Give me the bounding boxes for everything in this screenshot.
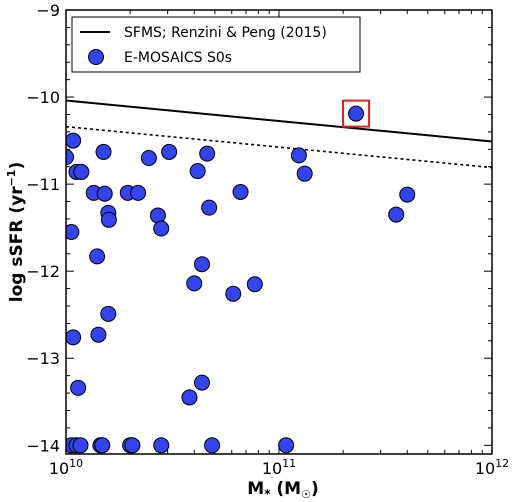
data-point — [100, 211, 117, 228]
data-point — [90, 326, 107, 343]
x-axis-label-open: (M — [270, 479, 301, 499]
data-point — [296, 165, 313, 182]
data-point — [388, 206, 405, 223]
sfms-line — [66, 99, 492, 143]
reference-lines — [66, 99, 492, 169]
data-point — [181, 389, 198, 406]
data-point — [124, 437, 141, 454]
data-point — [225, 285, 242, 302]
data-point — [193, 374, 210, 391]
data-point — [399, 186, 416, 203]
data-point — [290, 147, 307, 164]
data-point — [193, 256, 210, 273]
y-tick-label: −14 — [26, 436, 60, 455]
legend-box — [71, 16, 361, 73]
legend: SFMS; Renzini & Peng (2015) E-MOSAICS S0… — [71, 16, 361, 73]
data-point — [66, 132, 82, 149]
x-axis-label-sun: ☉ — [301, 488, 311, 501]
y-axis-label-sup: −1 — [5, 170, 18, 187]
data-point — [66, 224, 80, 240]
data-point — [72, 437, 89, 454]
data-point — [204, 437, 221, 454]
y-axis-label-main: log sSFR (yr — [7, 186, 27, 302]
highlight-box — [342, 99, 371, 128]
y-axis-label-close: ) — [7, 162, 27, 170]
y-tick-label: −10 — [26, 88, 60, 107]
data-point — [73, 163, 90, 180]
data-point — [153, 220, 170, 237]
data-point — [153, 437, 170, 454]
data-point — [130, 184, 147, 201]
data-point — [149, 207, 166, 224]
data-point — [140, 150, 157, 166]
x-tick-label: 1011 — [262, 457, 296, 478]
y-tick-label: −13 — [26, 349, 60, 368]
x-axis-label-sub: * — [264, 487, 271, 501]
x-tick-label: 1012 — [475, 457, 509, 478]
data-point — [246, 276, 263, 293]
plot-area: −9 −10 −11 −12 −13 −14 1010 1011 1012 — [26, 1, 509, 478]
y-axis-label: log sSFR (yr−1) — [5, 162, 27, 302]
y-tick-label: −9 — [36, 1, 60, 20]
sfms-offset-line — [66, 125, 492, 169]
data-point — [348, 105, 365, 122]
data-point — [199, 145, 216, 162]
data-point — [95, 143, 112, 160]
x-axis-label-main: M — [247, 479, 264, 499]
x-tick-label: 1010 — [49, 457, 83, 478]
legend-marker-swatch — [88, 49, 104, 65]
plot-frame — [65, 9, 493, 455]
x-axis-label-close: ) — [311, 479, 319, 499]
data-point — [189, 163, 206, 180]
legend-label-sfms: SFMS; Renzini & Peng (2015) — [124, 25, 327, 41]
data-point — [94, 437, 111, 454]
data-point — [89, 248, 106, 265]
y-tick-label: −11 — [26, 175, 60, 194]
data-point — [201, 199, 218, 216]
scatter-points — [66, 99, 416, 454]
legend-label-s0s: E-MOSAICS S0s — [124, 50, 232, 66]
data-point — [66, 329, 82, 346]
data-point — [278, 437, 295, 454]
data-point — [100, 305, 117, 322]
data-point — [96, 185, 113, 202]
data-point — [161, 143, 178, 160]
y-tick-label: −12 — [26, 262, 60, 281]
data-point — [70, 379, 87, 396]
data-point — [232, 183, 249, 200]
x-axis-label: M* (M☉) — [247, 479, 318, 501]
data-point — [186, 275, 203, 292]
svg-text:log sSFR (yr−1): log sSFR (yr−1) — [5, 162, 27, 302]
data-point — [66, 149, 74, 166]
